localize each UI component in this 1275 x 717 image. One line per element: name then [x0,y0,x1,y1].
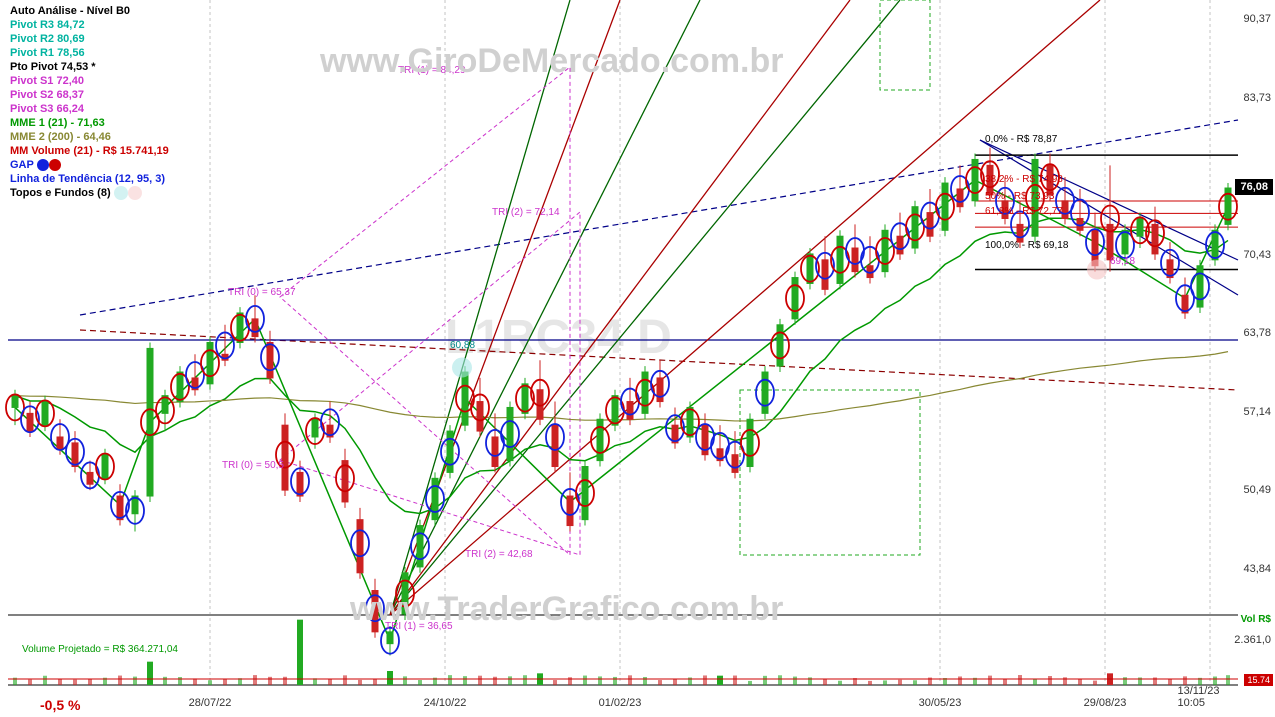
x-tick-label: 28/07/22 [189,697,232,709]
chart-annotation: 60,88 [450,340,475,351]
legend-item: Pivot S2 68,37 [10,88,169,102]
x-tick-label: 29/08/23 [1084,697,1127,709]
x-tick-label: 24/10/22 [424,697,467,709]
x-tick-label: 01/02/23 [599,697,642,709]
chart-annotation: 50% - R$ 73,93 [985,191,1055,202]
legend-panel: Auto Análise - Nível B0Pivot R3 84,72Piv… [10,4,169,200]
chart-annotation: 0,0% - R$ 78,87 [985,134,1057,145]
chart-annotation: TRI (0) = 50,5 [222,460,284,471]
chart-svg [0,0,1275,717]
x-tick-label: 30/05/23 [919,697,962,709]
volume-badge: 15.74 [1244,674,1273,686]
legend-item: MME 1 (21) - 71,63 [10,116,169,130]
percent-change-label: -0,5 % [40,697,80,713]
legend-item: Pto Pivot 74,53 * [10,60,169,74]
legend-item: Topos e Fundos (8) [10,186,169,200]
chart-container[interactable]: L1RC34 D Auto Análise - Nível B0Pivot R3… [0,0,1275,717]
legend-item: Pivot R1 78,56 [10,46,169,60]
y-tick-label: 90,37 [1243,13,1271,25]
chart-annotation: TRI (2) = 72,14 [492,207,560,218]
y-tick-label: 83,73 [1243,92,1271,104]
legend-item: Pivot S3 66,24 [10,102,169,116]
chart-annotation: TRI (0) = 65,37 [228,287,296,298]
chart-annotation: TRI (2) = 42,68 [465,549,533,560]
vol-tick-label: 2.361,0 [1234,634,1271,646]
volume-projected-label: Volume Projetado = R$ 364.271,04 [22,644,178,655]
chart-annotation: 61,8% - R$ 72,77 [985,206,1063,217]
chart-annotation: TRI (1) = 36,65 [385,621,453,632]
chart-annotation: 38,2% - R$ 74,98 [985,174,1063,185]
chart-annotation: TRI (1) = 84,29 [398,65,466,76]
legend-item: Pivot S1 72,40 [10,74,169,88]
x-tick-label: 13/11/23 10:05 [1178,685,1243,709]
vol-rs-label: Vol R$ [1241,614,1271,625]
legend-item: Auto Análise - Nível B0 [10,4,169,18]
y-tick-label: 70,43 [1243,249,1271,261]
chart-annotation: 69,18 [1110,256,1135,267]
y-tick-label: 50,49 [1243,484,1271,496]
legend-item: MME 2 (200) - 64,46 [10,130,169,144]
y-tick-label: 57,14 [1243,406,1271,418]
legend-item: Pivot R2 80,69 [10,32,169,46]
legend-item: GAP [10,158,169,172]
y-tick-label: 63,78 [1243,327,1271,339]
legend-item: MM Volume (21) - R$ 15.741,19 [10,144,169,158]
current-price-badge: 76,08 [1235,179,1273,195]
y-tick-label: 43,84 [1243,563,1271,575]
chart-annotation: 100,0% - R$ 69,18 [985,240,1068,251]
legend-item: Pivot R3 84,72 [10,18,169,32]
legend-item: Linha de Tendência (12, 95, 3) [10,172,169,186]
